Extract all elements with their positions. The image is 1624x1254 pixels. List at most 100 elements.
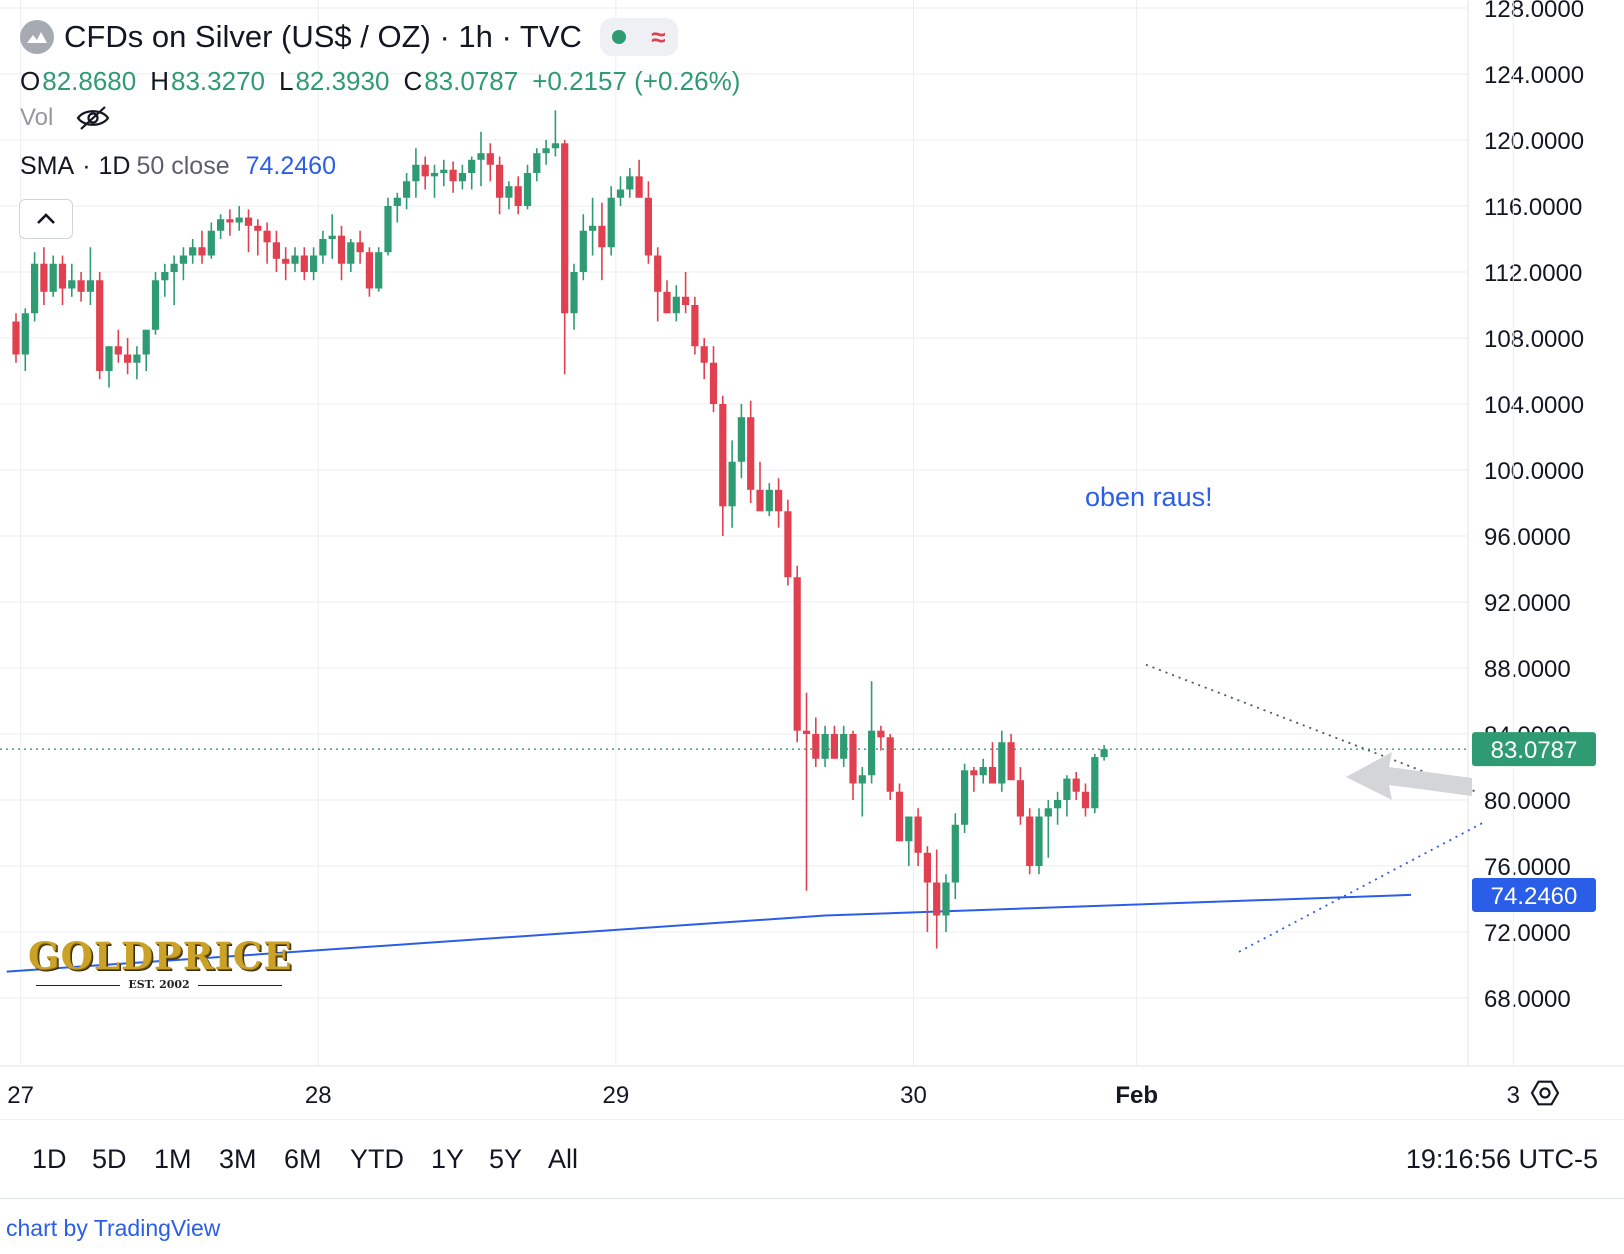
candle[interactable] <box>496 164 504 198</box>
timezone-clock[interactable]: 19:16:56 UTC-5 <box>1405 1144 1598 1174</box>
candle[interactable] <box>21 313 29 355</box>
candle[interactable] <box>1100 749 1108 758</box>
candle[interactable] <box>77 280 85 292</box>
candle[interactable] <box>840 734 848 759</box>
candle[interactable] <box>709 362 718 404</box>
sma-legend[interactable]: SMA · 1D 50 close 74.2460 <box>20 152 336 180</box>
candle[interactable] <box>775 489 783 512</box>
candle[interactable] <box>877 730 885 738</box>
candle[interactable] <box>533 153 541 173</box>
candle[interactable] <box>282 258 290 264</box>
candle[interactable] <box>244 217 253 226</box>
chart-title[interactable]: CFDs on Silver (US$ / OZ) · 1h · TVC <box>64 19 582 54</box>
candle[interactable] <box>68 280 76 289</box>
candle[interactable] <box>449 169 457 182</box>
candle[interactable] <box>812 734 820 759</box>
candle[interactable] <box>523 173 532 206</box>
candle[interactable] <box>412 164 420 182</box>
candle[interactable] <box>970 770 978 776</box>
candle[interactable] <box>644 197 652 256</box>
candle[interactable] <box>356 242 364 253</box>
candle[interactable] <box>458 173 466 182</box>
candle[interactable] <box>626 176 634 190</box>
tradingview-credit-link[interactable]: chart by TradingView <box>6 1215 221 1241</box>
candle[interactable] <box>923 852 931 883</box>
candle[interactable] <box>979 767 987 776</box>
candle[interactable] <box>328 235 336 239</box>
candle[interactable] <box>421 164 429 177</box>
candle[interactable] <box>1072 778 1080 792</box>
candle[interactable] <box>226 219 234 223</box>
candle[interactable] <box>40 263 48 292</box>
candle[interactable] <box>895 791 904 842</box>
candle[interactable] <box>607 197 615 248</box>
candle[interactable] <box>914 816 922 853</box>
candle[interactable] <box>96 280 104 371</box>
candle[interactable] <box>105 346 113 371</box>
candle[interactable] <box>858 775 866 784</box>
candle[interactable] <box>198 247 206 256</box>
candle[interactable] <box>263 230 271 243</box>
candle[interactable] <box>784 511 792 578</box>
candle[interactable] <box>933 882 941 916</box>
candle[interactable] <box>849 734 857 784</box>
candle[interactable] <box>124 354 132 363</box>
candle[interactable] <box>310 255 318 273</box>
candle[interactable] <box>170 263 178 272</box>
candle[interactable] <box>598 225 606 248</box>
candle[interactable] <box>254 225 262 231</box>
candle[interactable] <box>579 230 587 272</box>
trendline-lower[interactable] <box>1238 820 1486 953</box>
candle[interactable] <box>49 263 57 292</box>
candle[interactable] <box>551 143 559 149</box>
candle[interactable] <box>1081 791 1090 809</box>
candle[interactable] <box>542 148 550 154</box>
range-button-1y[interactable]: 1Y <box>431 1144 465 1174</box>
candle[interactable] <box>384 206 392 253</box>
candle[interactable] <box>142 329 150 355</box>
candle[interactable] <box>728 461 736 507</box>
market-status-pill[interactable]: ≈ <box>599 18 678 56</box>
candle[interactable] <box>217 219 225 231</box>
range-button-5d[interactable]: 5D <box>92 1144 127 1174</box>
axis-settings-icon[interactable] <box>1530 1080 1560 1106</box>
candle[interactable] <box>375 252 383 289</box>
candle[interactable] <box>868 730 876 776</box>
candle[interactable] <box>737 417 745 462</box>
candle[interactable] <box>31 263 39 314</box>
candle[interactable] <box>58 263 67 289</box>
sma-line[interactable] <box>6 893 1412 973</box>
candle[interactable] <box>468 159 476 173</box>
candle[interactable] <box>616 189 625 198</box>
candle[interactable] <box>691 305 699 347</box>
candle[interactable] <box>179 255 187 264</box>
candle[interactable] <box>719 404 727 507</box>
candle[interactable] <box>589 225 597 231</box>
candle[interactable] <box>347 242 355 264</box>
candle[interactable] <box>86 280 94 292</box>
candle[interactable] <box>747 417 755 490</box>
collapse-legend-button[interactable] <box>19 199 73 239</box>
candle[interactable] <box>505 186 513 198</box>
candle[interactable] <box>1016 780 1024 817</box>
candle[interactable] <box>514 186 522 206</box>
candle[interactable] <box>561 143 569 314</box>
range-button-all[interactable]: All <box>548 1144 579 1174</box>
range-button-5y[interactable]: 5Y <box>489 1144 523 1174</box>
candle[interactable] <box>951 824 959 883</box>
candle[interactable] <box>161 272 169 281</box>
candle[interactable] <box>319 239 327 256</box>
candle[interactable] <box>114 346 122 355</box>
candle[interactable] <box>905 816 913 842</box>
range-button-1d[interactable]: 1D <box>32 1144 67 1174</box>
candle[interactable] <box>1007 742 1015 781</box>
candle[interactable] <box>635 176 643 198</box>
candle[interactable] <box>12 321 20 355</box>
candle[interactable] <box>1091 757 1099 809</box>
annotation-arrow-icon[interactable] <box>1346 752 1472 800</box>
silver-symbol-icon[interactable] <box>20 20 54 54</box>
candle[interactable] <box>272 242 280 259</box>
candle[interactable] <box>291 255 299 264</box>
candle[interactable] <box>961 770 969 825</box>
candle[interactable] <box>821 734 829 759</box>
